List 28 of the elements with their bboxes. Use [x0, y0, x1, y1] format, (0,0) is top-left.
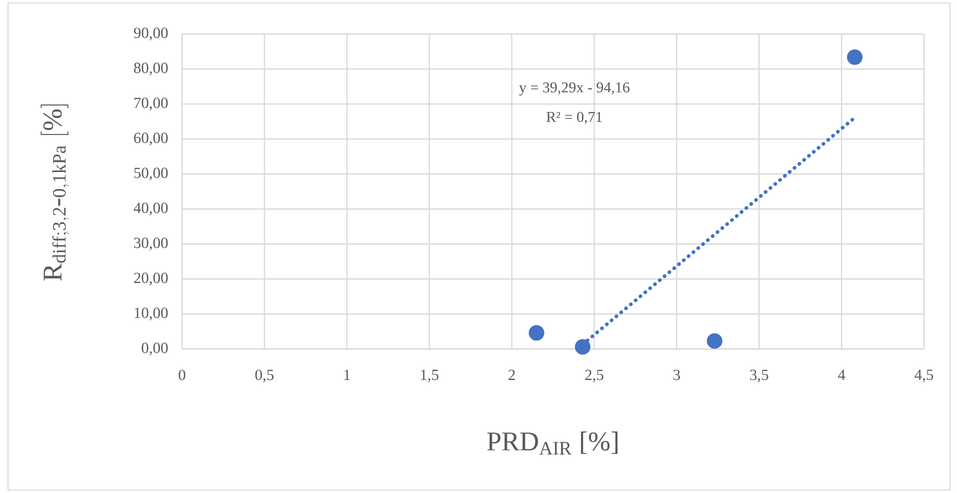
y-tick-label: 50,00 [134, 168, 168, 180]
point [706, 333, 722, 349]
point [528, 325, 544, 341]
point [574, 339, 590, 355]
y-tick-label: 60,00 [134, 132, 168, 146]
y-axis-title: $\mathrm{R_{diff;3{,}2\mbox{-}0{,}1kPa}\ [\%]}$ [40, 104, 70, 281]
x-axis-title: PRD$_{AIR}$ [%] [487, 432, 618, 454]
y-tick-label: 40,00 [134, 202, 168, 216]
y-tick-label: 0,00 [142, 342, 168, 356]
y-tick-label: 30,00 [134, 238, 168, 250]
x-tick-label: 1 [344, 370, 350, 380]
x-tick-label: 0 [178, 370, 186, 380]
x-tick-label: 2 [508, 370, 515, 380]
point [846, 49, 863, 65]
x-tick-label: 2,5 [585, 370, 604, 382]
x-tick-label: 3 [674, 370, 680, 380]
x-tick-label: 4,5 [914, 370, 934, 382]
annotation: y = 39,29x - 94,16 [519, 82, 630, 96]
y-tick-label: 90,00 [134, 28, 168, 40]
x-tick-label: 4 [838, 370, 846, 380]
y-tick-label: 10,00 [134, 308, 168, 320]
y-tick-label: 80,00 [134, 62, 168, 76]
y-tick-label: 20,00 [134, 272, 168, 286]
x-tick-label: 0,5 [255, 370, 274, 382]
y-tick-label: 70,00 [134, 98, 168, 110]
x-tick-label: 3,5 [750, 370, 768, 382]
annotation: R² = 0,71 [546, 112, 602, 124]
x-tick-label: 1,5 [421, 370, 438, 382]
